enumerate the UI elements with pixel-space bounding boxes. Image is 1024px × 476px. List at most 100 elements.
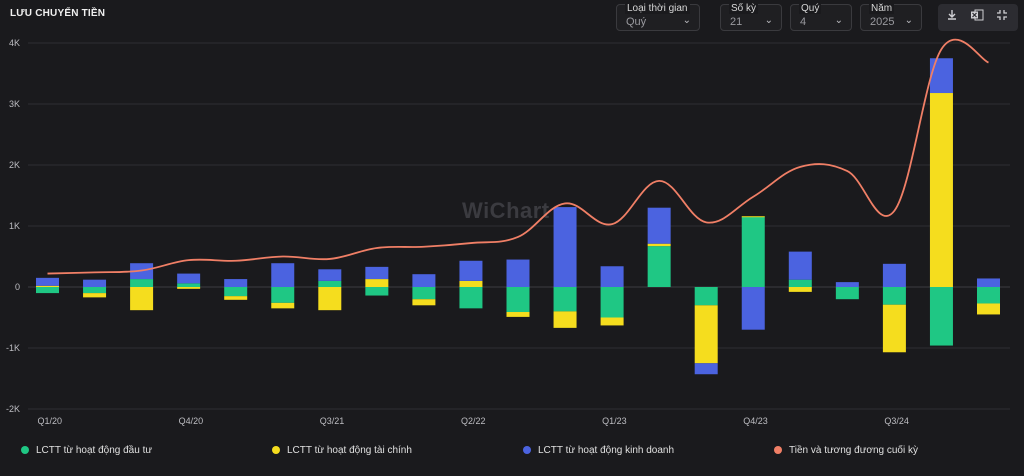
bar-finance xyxy=(83,293,107,298)
bar-invest xyxy=(835,287,859,300)
bar-finance xyxy=(271,302,295,309)
bar-finance xyxy=(929,93,953,288)
bar-operate xyxy=(83,279,107,287)
period-type-label: Loại thời gian xyxy=(625,3,690,14)
bar-finance xyxy=(694,305,718,364)
download-icon[interactable] xyxy=(944,9,960,25)
y-tick-label: 0 xyxy=(15,282,20,292)
cash-line xyxy=(47,38,989,275)
bar-invest xyxy=(83,287,107,294)
period-type-select[interactable]: Loại thời gian Quý ⌄ xyxy=(616,3,700,31)
bar-operate xyxy=(459,260,483,281)
bar-invest xyxy=(36,287,59,294)
bar-finance xyxy=(224,296,248,300)
bar-operate xyxy=(600,266,624,287)
quarter-label: Quý xyxy=(799,3,822,14)
bar-invest xyxy=(365,287,389,296)
legend-item-invest[interactable]: LCTT từ hoạt động đầu tư xyxy=(21,445,152,456)
year-label: Năm xyxy=(869,3,895,14)
bar-invest xyxy=(271,287,295,303)
x-tick-label: Q4/20 xyxy=(179,416,204,426)
y-tick-label: -1K xyxy=(6,343,20,353)
y-tick-label: 4K xyxy=(9,38,20,48)
bar-invest xyxy=(600,287,624,318)
chevron-down-icon: ⌄ xyxy=(904,15,913,26)
bar-invest xyxy=(459,287,483,309)
bar-finance xyxy=(318,287,342,311)
x-tick-label: Q4/23 xyxy=(743,416,768,426)
chevron-down-icon: ⌄ xyxy=(682,15,691,26)
bar-finance xyxy=(365,279,389,287)
legend-label: Tiền và tương đương cuối kỳ xyxy=(789,445,918,456)
bar-invest xyxy=(694,287,718,306)
bar-operate xyxy=(835,282,859,287)
bar-finance xyxy=(882,304,906,353)
num-periods-label: Số kỳ xyxy=(729,3,759,14)
quarter-value: 4 xyxy=(800,16,807,28)
bar-finance xyxy=(36,285,59,287)
excel-icon[interactable] xyxy=(969,9,985,25)
bar-invest xyxy=(647,246,671,287)
bar-invest xyxy=(929,287,953,346)
chart-title: LƯU CHUYỂN TIỀN xyxy=(10,8,106,19)
bar-finance xyxy=(788,287,812,292)
watermark-logo: WiChart xyxy=(462,198,550,223)
bar-operate xyxy=(882,263,906,287)
bar-operate xyxy=(506,259,530,287)
period-type-value: Quý xyxy=(626,16,647,28)
legend-item-operate[interactable]: LCTT từ hoạt động kinh doanh xyxy=(523,445,674,456)
bar-operate xyxy=(271,263,295,287)
bar-operate xyxy=(694,363,718,375)
bar-invest xyxy=(882,287,906,305)
y-tick-label: 2K xyxy=(9,160,20,170)
bar-finance xyxy=(459,280,483,287)
toolbar xyxy=(938,4,1018,31)
bar-finance xyxy=(412,299,436,306)
bar-operate xyxy=(647,207,671,244)
chevron-down-icon: ⌄ xyxy=(834,15,843,26)
bar-operate xyxy=(177,273,201,284)
legend-item-cash[interactable]: Tiền và tương đương cuối kỳ xyxy=(774,445,918,456)
bar-operate xyxy=(929,58,953,94)
bar-operate xyxy=(412,274,436,287)
num-periods-select[interactable]: Số kỳ 21 ⌄ xyxy=(720,3,782,31)
chevron-down-icon: ⌄ xyxy=(764,15,773,26)
bar-operate xyxy=(788,251,812,280)
year-value: 2025 xyxy=(870,16,895,28)
x-tick-label: Q3/21 xyxy=(320,416,345,426)
bar-finance xyxy=(977,303,1000,315)
bar-finance xyxy=(506,312,530,317)
collapse-icon[interactable] xyxy=(994,9,1010,25)
x-tick-label: Q1/20 xyxy=(38,416,63,426)
bar-operate xyxy=(36,277,59,286)
bar-invest xyxy=(741,216,765,287)
legend-label: LCTT từ hoạt động kinh doanh xyxy=(538,445,675,456)
bar-finance xyxy=(177,287,201,289)
bar-invest xyxy=(553,287,577,312)
y-tick-label: 1K xyxy=(9,221,20,231)
x-tick-label: Q1/23 xyxy=(602,416,627,426)
bar-invest xyxy=(412,287,436,300)
bar-invest xyxy=(130,279,154,287)
y-tick-label: 3K xyxy=(9,99,20,109)
legend-label: LCTT từ hoạt động tài chính xyxy=(287,445,412,456)
year-select[interactable]: Năm 2025 ⌄ xyxy=(860,3,922,31)
bar-finance xyxy=(647,243,671,247)
legend-dot xyxy=(272,446,280,454)
legend-dot xyxy=(774,446,782,454)
bar-finance xyxy=(553,311,577,328)
cash-flow-chart: -2K -1K 0 1K 2K 3K 4K Q1/20 Q4/20 Q3/21 Q2/22 Q1/23… xyxy=(6,38,1010,426)
bar-finance xyxy=(741,216,765,218)
legend-dot xyxy=(21,446,29,454)
bar-finance xyxy=(130,287,154,311)
bar-finance xyxy=(600,317,624,326)
quarter-select[interactable]: Quý 4 ⌄ xyxy=(790,3,852,31)
bar-invest xyxy=(318,280,342,287)
bar-operate xyxy=(977,278,1000,287)
legend-label: LCTT từ hoạt động đầu tư xyxy=(36,445,153,456)
y-tick-label: -2K xyxy=(6,404,20,414)
x-tick-label: Q2/22 xyxy=(461,416,486,426)
legend-item-finance[interactable]: LCTT từ hoạt động tài chính xyxy=(272,445,412,456)
bar-invest xyxy=(224,287,248,297)
bar-invest xyxy=(177,283,201,287)
